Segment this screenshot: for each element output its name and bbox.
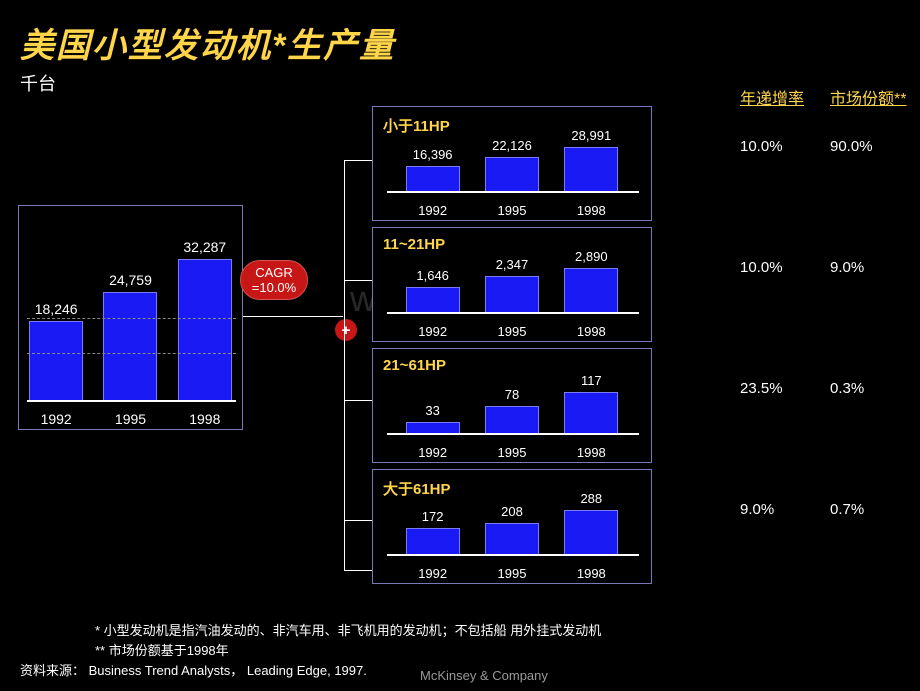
main-bar (103, 292, 157, 401)
segment-xlabels: 1992 1995 1998 (373, 445, 651, 460)
connector-line (243, 316, 343, 317)
segment-bar-label: 1,646 (416, 268, 449, 283)
share-value: 9.0% (830, 259, 864, 276)
main-chart-bars: 18,246 24,759 32,287 (19, 239, 242, 401)
segment-bar (485, 276, 539, 313)
segment-xlabel: 1998 (577, 324, 606, 339)
segment-xlabel: 1992 (418, 445, 447, 460)
segment-bar-label: 22,126 (492, 138, 532, 153)
main-bar (178, 259, 232, 401)
segment-axis (387, 191, 639, 193)
segment-panel: 小于11HP16,39622,12628,991199219951998 (372, 106, 652, 221)
connector-line (344, 280, 372, 281)
segment-panel: 11~21HP1,6462,3472,890199219951998 (372, 227, 652, 342)
main-xlabel: 1992 (41, 411, 72, 427)
plus-icon: + (335, 319, 357, 341)
main-chart-axis (27, 400, 236, 402)
segment-bar-label: 16,396 (413, 147, 453, 162)
segment-panel: 大于61HP172208288199219951998 (372, 469, 652, 584)
segment-bar (564, 392, 618, 434)
growth-value: 10.0% (740, 259, 783, 276)
growth-value: 10.0% (740, 138, 783, 155)
segment-title: 21~61HP (383, 357, 446, 374)
main-bar-label: 32,287 (183, 239, 226, 255)
segment-bar-label: 78 (505, 387, 519, 402)
segment-xlabel: 1998 (577, 566, 606, 581)
share-value: 90.0% (830, 138, 873, 155)
segment-xlabel: 1995 (498, 566, 527, 581)
segment-xlabel: 1992 (418, 203, 447, 218)
segment-xlabels: 1992 1995 1998 (373, 566, 651, 581)
connector-line (344, 400, 372, 401)
segment-bar-label: 2,347 (496, 257, 529, 272)
segment-bar-label: 28,991 (571, 128, 611, 143)
col-share-header: 市场份额** (830, 85, 906, 109)
segment-bars: 1,646 2,347 2,890 (373, 249, 651, 313)
cagr-label: CAGR (255, 265, 293, 280)
company-logo: McKinsey & Company (420, 668, 548, 683)
source-line: 资料来源： Business Trend Analysts， Leading E… (20, 660, 367, 679)
segment-xlabel: 1995 (498, 203, 527, 218)
page-subtitle: 千台 (20, 70, 56, 96)
share-value: 0.3% (830, 380, 864, 397)
segment-bars: 33 78 117 (373, 373, 651, 434)
segment-bar (564, 147, 618, 192)
cagr-value: =10.0% (252, 280, 296, 295)
segment-bar-label: 208 (501, 504, 523, 519)
segment-xlabel: 1998 (577, 203, 606, 218)
connector-line (344, 160, 372, 161)
segment-bar-label: 2,890 (575, 249, 608, 264)
share-value: 0.7% (830, 501, 864, 518)
cagr-badge: CAGR =10.0% (240, 260, 308, 300)
segment-bar (406, 287, 460, 313)
segment-bar (406, 528, 460, 555)
segment-bar-label: 117 (581, 373, 602, 388)
segment-xlabels: 1992 1995 1998 (373, 324, 651, 339)
main-chart-grid (27, 353, 236, 354)
segment-xlabel: 1998 (577, 445, 606, 460)
segment-xlabel: 1995 (498, 324, 527, 339)
segment-axis (387, 554, 639, 556)
segment-bar (485, 157, 539, 192)
segment-axis (387, 433, 639, 435)
segment-bar-label: 172 (422, 509, 444, 524)
main-chart-panel: 18,246 24,759 32,287 1992 1995 1998 (18, 205, 243, 430)
main-bar-label: 24,759 (109, 272, 152, 288)
main-chart-xlabels: 1992 1995 1998 (19, 411, 242, 427)
growth-value: 9.0% (740, 501, 774, 518)
footnote-1: * 小型发动机是指汽油发动的、非汽车用、非飞机用的发动机；不包括船 用外挂式发动… (95, 620, 601, 639)
segment-bar (485, 523, 539, 556)
segment-xlabels: 1992 1995 1998 (373, 203, 651, 218)
segment-bar (406, 166, 460, 192)
segment-bar (485, 406, 539, 434)
main-xlabel: 1995 (115, 411, 146, 427)
connector-line (344, 570, 372, 571)
segment-bar (564, 510, 618, 555)
connector-line (344, 520, 372, 521)
main-bar (29, 321, 83, 401)
segment-bar (564, 268, 618, 313)
segment-bar-label: 33 (425, 403, 439, 418)
segment-axis (387, 312, 639, 314)
col-growth-header: 年递增率 (740, 85, 804, 109)
growth-value: 23.5% (740, 380, 783, 397)
segment-xlabel: 1992 (418, 324, 447, 339)
segment-bar-label: 288 (580, 491, 602, 506)
segment-xlabel: 1992 (418, 566, 447, 581)
footnote-2: ** 市场份额基于1998年 (95, 640, 229, 659)
segment-bars: 172 208 288 (373, 491, 651, 555)
main-bar-label: 18,246 (35, 301, 78, 317)
main-chart-grid (27, 318, 236, 319)
main-xlabel: 1998 (189, 411, 220, 427)
segment-xlabel: 1995 (498, 445, 527, 460)
connector-line (344, 160, 345, 570)
segment-bars: 16,396 22,126 28,991 (373, 128, 651, 192)
segment-panel: 21~61HP 33 78 117 1992 1995 1998 (372, 348, 652, 463)
page-title: 美国小型发动机*生产量 (20, 18, 395, 67)
